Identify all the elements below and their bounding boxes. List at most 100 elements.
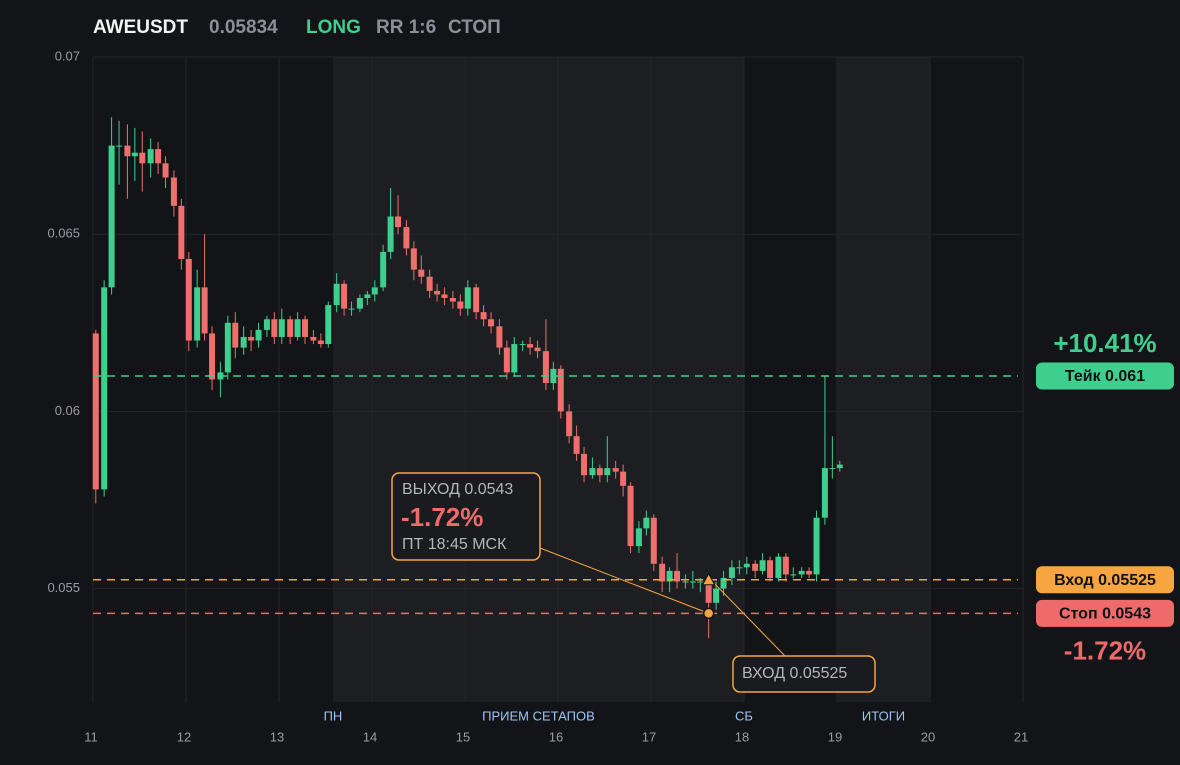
candle-body bbox=[371, 287, 378, 295]
candle-body bbox=[147, 149, 154, 164]
candle-body bbox=[511, 344, 518, 373]
entry-marker bbox=[701, 572, 716, 586]
bands: ПН ПРИЕМ СЕТАПОВ СБ ИТОГИ bbox=[324, 57, 930, 723]
candle-body bbox=[527, 344, 534, 348]
candle-body bbox=[124, 145, 131, 157]
candle-body bbox=[821, 468, 828, 518]
x-tick-label: 12 bbox=[177, 729, 191, 744]
candle-body bbox=[659, 563, 666, 582]
candle-body bbox=[333, 283, 340, 306]
level-pill bbox=[1036, 599, 1174, 627]
candle-body bbox=[426, 276, 433, 291]
candle-body bbox=[836, 464, 843, 469]
session-label: ПРИЕМ СЕТАПОВ bbox=[482, 708, 595, 723]
candle-body bbox=[674, 570, 681, 582]
candle-body bbox=[596, 468, 603, 476]
x-tick-label: 13 bbox=[270, 729, 284, 744]
candle-body bbox=[364, 294, 371, 298]
candle-body bbox=[434, 290, 441, 295]
candle-body bbox=[232, 322, 239, 348]
candle-body bbox=[92, 333, 99, 490]
y-tick-label: 0.07 bbox=[55, 48, 80, 63]
candle-body bbox=[566, 411, 573, 437]
x-tick-label: 17 bbox=[642, 729, 656, 744]
candle-body bbox=[248, 336, 255, 341]
candle-body bbox=[139, 152, 146, 164]
x-tick-label: 21 bbox=[1014, 729, 1028, 744]
candle-body bbox=[604, 468, 611, 476]
candle-body bbox=[341, 283, 348, 309]
x-tick-label: 20 bbox=[921, 729, 935, 744]
candle-body bbox=[550, 368, 557, 384]
candle-body bbox=[310, 336, 317, 341]
x-tick-label: 19 bbox=[828, 729, 842, 744]
y-tick-label: 0.055 bbox=[47, 580, 80, 595]
candle-body bbox=[581, 453, 588, 476]
candle-body bbox=[557, 368, 564, 412]
candle-body bbox=[542, 351, 549, 384]
candle-body bbox=[620, 471, 627, 486]
candle-body bbox=[380, 251, 387, 288]
candle-body bbox=[767, 560, 774, 578]
candle-body bbox=[534, 347, 541, 352]
candle-body bbox=[201, 287, 208, 334]
session-label: СБ bbox=[735, 708, 753, 723]
level-change: -1.72% bbox=[1064, 635, 1146, 665]
candle-body bbox=[185, 259, 192, 341]
x-tick-label: 18 bbox=[735, 729, 749, 744]
candle-body bbox=[271, 319, 278, 337]
candle-body bbox=[612, 468, 619, 472]
symbol: AWEUSDT bbox=[93, 17, 188, 38]
candle-body bbox=[209, 333, 216, 380]
exit-marker bbox=[702, 607, 715, 620]
candle-body bbox=[736, 567, 743, 569]
session-band bbox=[837, 57, 930, 702]
risk-reward: RR 1:6 bbox=[376, 17, 436, 38]
entry-title: ВХОД 0.05525 bbox=[742, 665, 847, 682]
y-tick-label: 0.065 bbox=[47, 226, 80, 241]
x-tick-label: 16 bbox=[549, 729, 563, 744]
candle-body bbox=[255, 329, 262, 341]
level-pill bbox=[1036, 566, 1174, 594]
candle-body bbox=[519, 344, 526, 346]
candle-body bbox=[294, 319, 301, 337]
candle-body bbox=[403, 227, 410, 249]
entry-connector bbox=[714, 583, 786, 657]
status: СТОП bbox=[448, 17, 501, 38]
candle-body bbox=[441, 294, 448, 298]
candle-body bbox=[713, 588, 720, 603]
candle-body bbox=[643, 517, 650, 529]
grid: 11 12 13 14 15 16 17 18 19 20 21 0.055 0.06 0.065 0.07 bbox=[47, 48, 1028, 744]
candle-body bbox=[348, 308, 355, 310]
candle-body bbox=[317, 340, 324, 345]
candle-body bbox=[728, 567, 735, 578]
candle-body bbox=[449, 297, 456, 302]
exit-connector bbox=[539, 547, 709, 614]
level-label: Вход 0.05525 bbox=[1054, 572, 1156, 589]
candle-body bbox=[666, 570, 673, 582]
candle-body bbox=[178, 205, 185, 260]
candle-body bbox=[689, 581, 696, 583]
candle-body bbox=[395, 216, 402, 228]
candle-body bbox=[790, 574, 797, 576]
candle-body bbox=[240, 336, 247, 348]
candle-body bbox=[155, 149, 162, 164]
candle-body bbox=[480, 312, 487, 320]
session-label: ИТОГИ bbox=[862, 708, 905, 723]
candle-body bbox=[798, 570, 805, 575]
candle-body bbox=[170, 177, 177, 206]
candle-body bbox=[743, 563, 750, 568]
candle-body bbox=[162, 163, 169, 178]
y-tick-label: 0.06 bbox=[55, 403, 80, 418]
candle-body bbox=[782, 556, 789, 575]
entry-box bbox=[732, 655, 876, 693]
candle-body bbox=[473, 287, 480, 313]
candle-body bbox=[635, 528, 642, 547]
candle-body bbox=[410, 248, 417, 270]
candle-body bbox=[627, 485, 634, 547]
candle-body bbox=[418, 269, 425, 277]
level-label: Тейк 0.061 bbox=[1065, 368, 1145, 385]
price: 0.05834 bbox=[209, 17, 278, 38]
